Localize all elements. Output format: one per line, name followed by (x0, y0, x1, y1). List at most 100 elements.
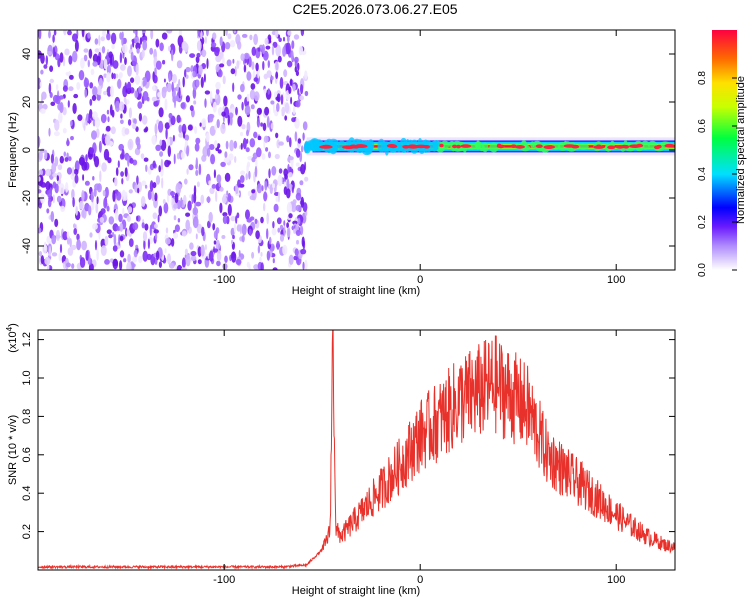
noise-speckle (278, 37, 282, 43)
snr-frame (37, 329, 676, 571)
band-peak (571, 144, 580, 149)
noise-speckle (261, 185, 264, 192)
noise-speckle (190, 250, 197, 257)
noise-speckle (178, 132, 184, 138)
noise-speckle (106, 64, 111, 75)
noise-speckle (49, 92, 53, 98)
noise-speckle (100, 36, 106, 42)
noise-speckle (89, 82, 94, 89)
noise-speckle (165, 227, 169, 234)
noise-speckle (223, 95, 228, 107)
noise-speckle (234, 156, 237, 163)
noise-speckle (193, 185, 197, 196)
noise-speckle (201, 118, 207, 128)
noise-speckle (155, 144, 162, 151)
noise-speckle (76, 239, 81, 251)
noise-speckle (184, 134, 190, 141)
noise-speckle (195, 56, 200, 64)
noise-speckle (54, 156, 59, 167)
noise-speckle (120, 119, 124, 125)
noise-speckle (103, 148, 110, 161)
noise-speckle (254, 218, 258, 224)
noise-speckle (47, 189, 53, 198)
snr-scale-close: ) (7, 323, 19, 327)
noise-speckle (59, 155, 64, 164)
band-blob (377, 138, 386, 153)
noise-speckle (263, 191, 268, 202)
noise-speckle (285, 42, 291, 55)
snr-xlabel: Height of straight line (km) (292, 585, 420, 597)
noise-speckle (186, 145, 190, 157)
noise-speckle (59, 243, 63, 254)
noise-speckle (235, 106, 238, 116)
1-ytick-label: 1.0 (21, 370, 33, 385)
noise-speckle (159, 151, 164, 157)
noise-speckle (121, 43, 128, 54)
noise-speckle (257, 68, 260, 79)
noise-speckle (54, 119, 60, 131)
band-peak (456, 144, 461, 149)
noise-speckle (217, 149, 222, 154)
noise-speckle (185, 95, 190, 103)
noise-speckle (84, 180, 90, 186)
noise-speckle (185, 254, 191, 267)
noise-speckle (134, 35, 140, 45)
noise-speckle (226, 59, 232, 67)
noise-speckle (253, 77, 258, 82)
noise-speckle (174, 224, 180, 232)
noise-speckle (62, 85, 68, 92)
noise-speckle (133, 249, 138, 258)
noise-speckle (102, 90, 108, 96)
noise-speckle (174, 193, 179, 204)
noise-speckle (55, 229, 61, 242)
noise-speckle (199, 122, 202, 127)
noise-speckle (273, 203, 279, 213)
noise-speckle (114, 100, 121, 113)
noise-speckle (264, 180, 268, 191)
noise-speckle (71, 263, 75, 269)
noise-speckle (181, 123, 187, 135)
noise-speckle (238, 249, 241, 258)
noise-speckle (294, 59, 298, 69)
noise-speckle (47, 198, 52, 208)
noise-speckle (39, 81, 43, 88)
noise-speckle (44, 256, 51, 266)
noise-speckle (272, 267, 278, 270)
noise-speckle (121, 35, 124, 46)
noise-speckle (79, 257, 86, 268)
noise-speckle (234, 66, 237, 77)
noise-speckle (220, 161, 226, 167)
noise-speckle (99, 170, 102, 183)
noise-speckle (75, 206, 78, 216)
colorbar-tick-label: 0.2 (697, 215, 708, 229)
noise-speckle (121, 178, 124, 185)
noise-speckle (286, 188, 291, 199)
noise-speckle (80, 57, 85, 69)
noise-speckle (272, 183, 276, 189)
noise-speckle (248, 228, 252, 237)
noise-speckle (167, 45, 171, 52)
noise-speckle (88, 205, 92, 216)
noise-speckle (141, 115, 148, 125)
noise-speckle (167, 160, 172, 165)
noise-speckle (215, 239, 220, 252)
noise-speckle (120, 171, 124, 177)
noise-speckle (85, 154, 88, 163)
noise-speckle (140, 153, 145, 160)
noise-speckle (114, 177, 118, 187)
noise-speckle (84, 88, 87, 98)
noise-speckle (142, 231, 148, 242)
noise-speckle (233, 140, 238, 149)
noise-speckle (96, 196, 99, 205)
noise-speckle (181, 267, 188, 270)
noise-speckle (292, 106, 296, 115)
snr-line-layer (38, 330, 675, 570)
band-blob (367, 139, 375, 151)
noise-speckle (260, 262, 264, 270)
noise-speckle (100, 245, 107, 257)
noise-speckle (283, 225, 286, 237)
noise-speckle (67, 30, 72, 36)
noise-speckle (72, 197, 75, 208)
noise-speckle (229, 40, 236, 48)
noise-speckle (135, 63, 139, 76)
